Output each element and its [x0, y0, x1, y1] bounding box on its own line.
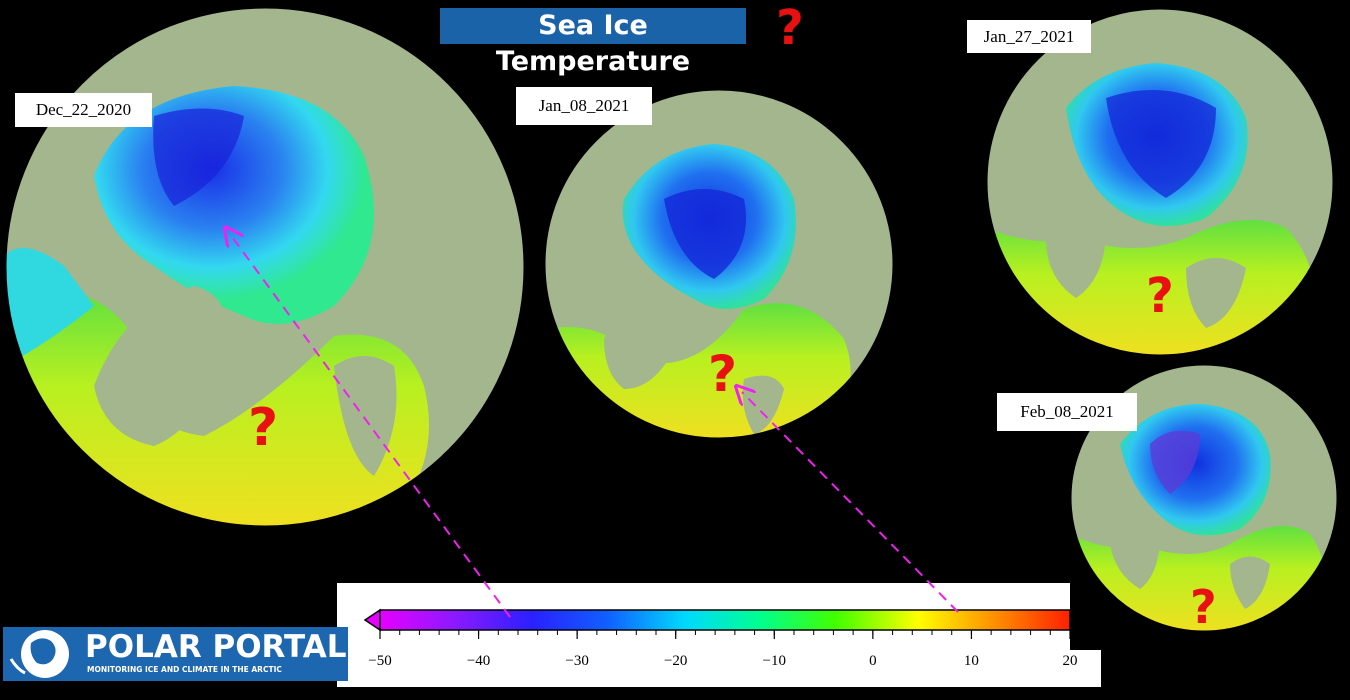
date-label-feb-08-2021: Feb_08_2021 [997, 393, 1137, 431]
map-question-mark: ? [248, 398, 279, 458]
arrow-to-dec-map [230, 234, 511, 618]
date-label-dec-22-2020: Dec_22_2020 [15, 93, 152, 127]
colorbar-tick-label: −20 [663, 653, 688, 669]
colorbar-gradient [379, 609, 1070, 631]
map-question-mark: ? [1146, 268, 1174, 324]
date-label-jan-27-2021: Jan_27_2021 [967, 20, 1091, 53]
polar-portal-logo: POLAR PORTAL MONITORING ICE AND CLIMATE … [3, 627, 348, 681]
map-jan-08-2021 [544, 89, 894, 439]
colorbar-tick-label: 10 [963, 653, 979, 669]
globe-icon [9, 630, 69, 678]
title-question-mark: ? [776, 0, 804, 56]
map-feb-08-2021 [1070, 364, 1338, 632]
colorbar-panel-extension [1065, 650, 1101, 687]
colorbar-tick-label: −50 [368, 653, 392, 669]
map-dec-22-2020 [5, 7, 525, 527]
arrow-to-jan-map [742, 392, 959, 613]
map-question-mark: ? [708, 345, 738, 403]
colorbar-tick-label: 0 [869, 653, 877, 669]
colorbar-tick-label: −40 [466, 653, 491, 669]
main-title: Sea Ice Temperature [440, 8, 746, 77]
colorbar [363, 608, 1070, 639]
map-jan-27-2021 [986, 8, 1334, 356]
date-label-jan-08-2021: Jan_08_2021 [516, 87, 652, 125]
colorbar-tick-label: 20 [1062, 653, 1078, 669]
colorbar-tick-label: −10 [762, 653, 787, 669]
map-question-mark: ? [1190, 580, 1217, 634]
colorbar-tick-label: −30 [565, 653, 589, 669]
polar-portal-name: POLAR PORTAL [85, 629, 347, 665]
polar-portal-tagline: MONITORING ICE AND CLIMATE IN THE ARCTIC [87, 665, 282, 674]
